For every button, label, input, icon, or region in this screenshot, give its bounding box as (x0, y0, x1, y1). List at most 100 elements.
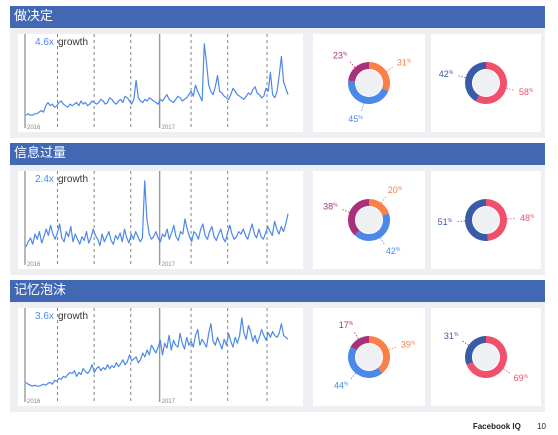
donut-chart: 48% 51% (438, 199, 535, 241)
slice-label: 51% (438, 217, 453, 227)
donut-chart: 39% 44% 17% (334, 320, 416, 391)
slice-label: 17% (339, 320, 354, 330)
slice-leader (386, 66, 394, 72)
donut-chart: 20% 42% 38% (323, 185, 403, 256)
slice-label: 31% (397, 58, 412, 68)
slice-label: 38% (323, 201, 338, 211)
x-tick-label: 2017 (162, 399, 176, 405)
slice-unit: % (349, 321, 354, 327)
slice-label: 31% (444, 331, 459, 341)
donut-slice (475, 62, 507, 104)
slice-unit: % (398, 186, 403, 192)
growth-value: 2.4x (35, 174, 54, 185)
donut-center (473, 70, 499, 96)
donut-center (356, 207, 382, 233)
slice-unit: % (358, 115, 363, 121)
line-chart-panel: 2016 2017 2.4x growth (18, 171, 303, 269)
slice-unit: % (449, 70, 454, 76)
donut-slice (354, 213, 390, 241)
line-chart: 2016 2017 2.4x growth (24, 171, 289, 268)
series-line (25, 43, 289, 116)
section-memory-bubble: 记忆泡沫 2016 2017 3.6x growth 39% 44% 17% 69% 31% (10, 280, 545, 412)
donut-slice (350, 336, 369, 351)
x-tick-label: 2017 (162, 262, 176, 268)
series-line (25, 317, 289, 387)
donut-slice (369, 62, 390, 92)
slice-unit: % (343, 51, 348, 57)
line-chart: 2016 2017 4.6x growth (24, 34, 289, 131)
slice-leader (381, 196, 387, 204)
donut-slice (369, 199, 389, 216)
section-title: 记忆泡沫 (10, 280, 545, 302)
slice-label: 44% (334, 381, 349, 391)
section-title: 信息过量 (10, 143, 545, 165)
donut-slice (369, 336, 390, 374)
donut-panel: 58% 42% (431, 34, 541, 132)
donut-slice (348, 62, 369, 82)
slice-label: 58% (519, 87, 534, 97)
slice-label: 42% (386, 246, 401, 256)
slice-label: 23% (333, 50, 348, 60)
donut-chart: 69% 31% (444, 331, 529, 383)
slice-leader (379, 237, 385, 245)
growth-value: 3.6x (35, 311, 54, 322)
donut-slice (465, 336, 486, 365)
section-row: 2016 2017 3.6x growth 39% 44% 17% 69% 31% (10, 302, 545, 412)
growth-label: growth (58, 311, 88, 322)
donut-slice (348, 80, 389, 104)
section-row: 2016 2017 2.4x growth 20% 42% 38% 48% 51% (10, 165, 545, 275)
donut-center (473, 344, 499, 370)
slice-unit: % (333, 202, 338, 208)
slice-unit: % (454, 332, 459, 338)
donut-panel: 31% 45% 23% (313, 34, 425, 132)
slice-unit: % (411, 340, 416, 346)
slice-unit: % (396, 247, 401, 253)
donut-panel: 20% 42% 38% (313, 171, 425, 269)
slice-leader (503, 368, 511, 374)
slice-leader (361, 103, 365, 112)
footer: Facebook IQ 10 (473, 422, 546, 431)
section-information-overload: 信息过量 2016 2017 2.4x growth 20% 42% 38% 48% 51% (10, 143, 545, 275)
slice-leader (350, 372, 356, 380)
donut-panel: 39% 44% 17% (313, 308, 425, 406)
slice-label: 20% (388, 185, 403, 195)
slice-leader (341, 208, 350, 213)
line-chart: 2016 2017 3.6x growth (24, 308, 289, 405)
donut-panel: 69% 31% (431, 308, 541, 406)
slice-unit: % (529, 88, 534, 94)
slice-unit: % (530, 214, 535, 220)
donut-chart: 31% 45% 23% (333, 50, 412, 124)
x-tick-label: 2016 (27, 262, 41, 268)
donut-slice (486, 199, 507, 241)
slice-leader (506, 87, 515, 91)
brand-label: Facebook IQ (472, 422, 521, 431)
section-row: 2016 2017 4.6x growth 31% 45% 23% 58% 42% (10, 28, 545, 138)
series-line (25, 180, 289, 248)
donut-center (473, 207, 499, 233)
donut-center (356, 70, 382, 96)
donut-panel: 48% 51% (431, 171, 541, 269)
x-tick-label: 2017 (162, 125, 176, 131)
page-number: 10 (537, 422, 546, 431)
growth-value: 4.6x (35, 37, 54, 48)
donut-slice (466, 336, 507, 378)
slice-label: 42% (439, 69, 454, 79)
section-decision: 做决定 2016 2017 4.6x growth 31% 45% 23% 58% 42% (10, 6, 545, 138)
donut-chart: 58% 42% (439, 62, 534, 104)
x-tick-label: 2016 (27, 399, 41, 405)
slice-unit: % (524, 374, 529, 380)
slice-label: 69% (514, 373, 529, 383)
growth-label: growth (58, 174, 88, 185)
donut-slice (348, 199, 369, 236)
slice-unit: % (344, 382, 349, 388)
slice-leader (349, 61, 356, 68)
slice-leader (388, 346, 397, 351)
line-chart-panel: 2016 2017 4.6x growth (18, 34, 303, 132)
x-tick-label: 2016 (27, 125, 41, 131)
slice-label: 48% (520, 213, 535, 223)
slice-leader (457, 75, 466, 79)
donut-slice (465, 62, 486, 102)
donut-slice (465, 199, 488, 241)
slice-label: 45% (348, 114, 363, 124)
slice-unit: % (407, 59, 412, 65)
